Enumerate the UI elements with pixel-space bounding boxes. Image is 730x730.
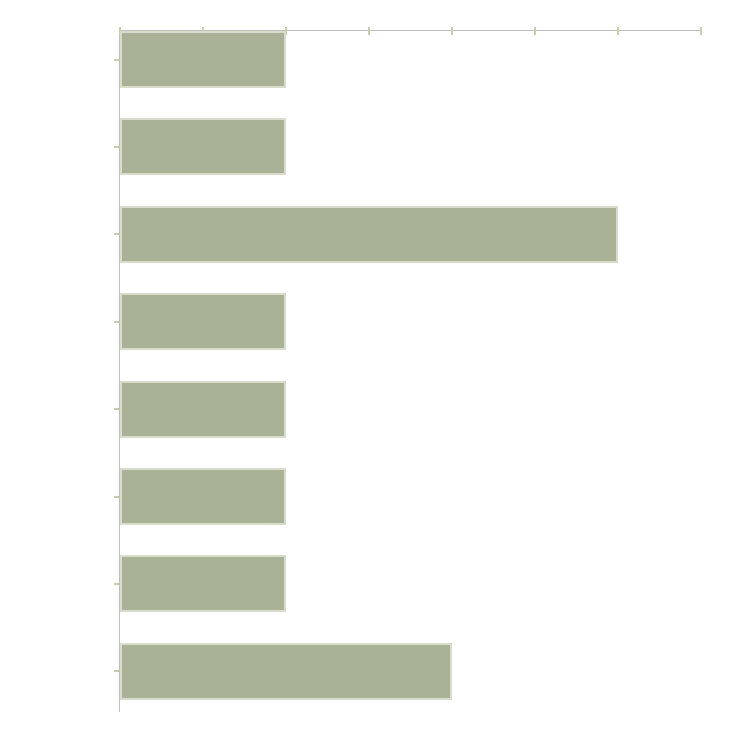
bar[interactable] [120,555,286,613]
x-axis-tick-mark [285,27,287,35]
x-axis-tick-mark [617,27,619,35]
y-axis-tick-mark [114,320,119,323]
bar[interactable] [120,380,286,438]
bar[interactable] [120,293,286,351]
bar[interactable] [120,205,618,263]
y-axis-tick-mark [114,582,119,585]
y-axis-tick-mark [114,495,119,498]
y-axis-tick-mark [114,670,119,673]
x-axis-tick-mark [451,27,453,35]
y-axis-line [119,30,120,713]
y-axis-tick-mark [114,408,119,411]
y-axis-tick-mark [114,233,119,236]
bar[interactable] [120,468,286,525]
bar[interactable] [120,31,286,88]
y-axis-tick-mark [114,58,119,61]
x-axis-tick-mark [534,27,536,35]
bar[interactable] [120,118,286,176]
x-axis-tick-mark [700,27,702,35]
x-axis-line [120,30,702,31]
y-axis-tick-mark [114,145,119,148]
bar[interactable] [120,642,452,700]
x-axis-tick-mark [368,27,370,35]
